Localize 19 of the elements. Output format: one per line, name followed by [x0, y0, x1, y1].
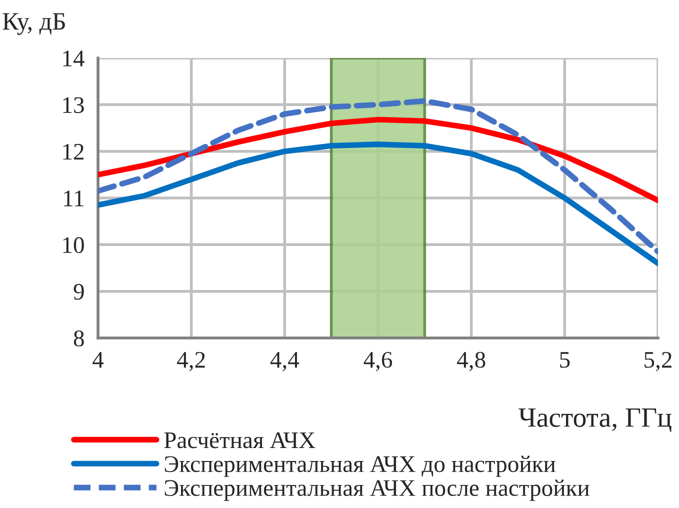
y-tick-label: 14: [63, 50, 84, 66]
x-tick-label: 4,2: [177, 352, 205, 372]
y-tick-label: 9: [74, 284, 84, 300]
x-tick-label: 4: [92, 352, 104, 368]
x-tick-label: 4,4: [270, 352, 300, 372]
legend-label: Экспериментальная АЧХ до настройки: [164, 456, 556, 477]
x-axis-title: Частота, ГГц: [518, 408, 672, 432]
x-tick-label: 4,8: [457, 352, 486, 372]
y-axis-title: Ку, дБ: [2, 13, 65, 35]
y-tick-label: 10: [63, 237, 84, 254]
legend-label: Расчётная АЧХ: [164, 432, 316, 448]
legend-label: Экспериментальная АЧХ после настройки: [164, 480, 590, 501]
x-tick-label: 5: [560, 352, 570, 368]
y-tick-label: 8: [74, 330, 84, 346]
x-tick-label: 4,6: [364, 352, 392, 372]
y-tick-label: 12: [63, 144, 84, 160]
y-tick-label: 13: [63, 97, 84, 114]
x-tick-label: 5,2: [644, 352, 672, 372]
y-tick-label: 11: [64, 190, 84, 206]
